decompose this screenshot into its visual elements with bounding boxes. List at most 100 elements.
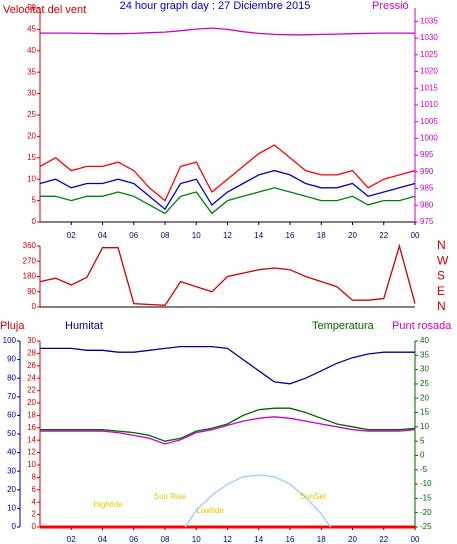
series-label: Pluja [0, 320, 25, 332]
y3-tick-label: 4 [32, 497, 37, 506]
y2-tick-label: -25 [420, 522, 432, 531]
y-tick-label: 20 [27, 132, 36, 141]
x-tick-label: 20 [348, 535, 357, 544]
y-tick-label: 10 [7, 504, 16, 513]
y2-tick-label: 35 [420, 350, 429, 359]
annotation: Hightide [93, 500, 123, 509]
y2-tick-label: 1030 [420, 33, 438, 42]
x-tick-label: 16 [286, 231, 295, 240]
x-tick-label: 12 [223, 535, 232, 544]
y2-tick-label: 995 [420, 150, 434, 159]
y2-tick-label: -10 [420, 479, 432, 488]
y3-tick-label: 2 [32, 510, 37, 519]
y-tick-label: 45 [27, 25, 36, 34]
x-tick-label: 22 [379, 231, 388, 240]
y2-tick-label: 1020 [420, 67, 438, 76]
x-tick-label: 22 [379, 535, 388, 544]
y-tick-label: 10 [27, 174, 36, 183]
y3-tick-label: 30 [27, 336, 36, 345]
y3-tick-label: 22 [27, 386, 36, 395]
x-tick-label: 16 [286, 535, 295, 544]
y3-tick-label: 24 [27, 373, 36, 382]
y2-tick-label: 975 [420, 217, 434, 226]
series-label: Punt rosada [392, 320, 452, 332]
y2-tick-label: 1025 [420, 50, 438, 59]
x-tick-label: 08 [161, 535, 170, 544]
series-line [40, 416, 416, 445]
y-tick-label: 100 [3, 336, 17, 345]
x-tick-label: 06 [129, 535, 138, 544]
x-tick-label: 18 [317, 231, 326, 240]
y3-tick-label: 16 [27, 423, 36, 432]
series-label: Velocitat del vent [3, 4, 86, 16]
y-tick-label: 70 [7, 392, 16, 401]
y-tick-label: 50 [27, 3, 36, 12]
y-tick-label: 360 [23, 241, 37, 250]
annotation: SunSet [300, 492, 327, 501]
series-line [40, 407, 416, 442]
y2-tick-label: -15 [420, 493, 432, 502]
series-label: Humitat [65, 320, 103, 332]
y-tick-label: 5 [32, 196, 37, 205]
y-tick-label: 0 [32, 302, 37, 311]
y3-tick-label: 6 [32, 485, 37, 494]
y2-tick-label: -5 [420, 465, 428, 474]
y2-tick-label: 0 [420, 451, 425, 460]
y-tick-label: 0 [12, 522, 17, 531]
y2-tick-label: 1015 [420, 83, 438, 92]
y2-tick-label: N [437, 238, 446, 252]
x-tick-label: 04 [98, 231, 107, 240]
annotation: Sun Rise [154, 492, 187, 501]
y2-tick-label: S [437, 269, 445, 283]
chart-title: 24 hour graph day : 27 Diciembre 2015 [120, 0, 311, 12]
y2-tick-label: 985 [420, 184, 434, 193]
y-tick-label: 60 [7, 411, 16, 420]
series-line [39, 243, 416, 306]
x-tick-label: 02 [67, 535, 76, 544]
y2-tick-label: 40 [420, 336, 429, 345]
y-tick-label: 30 [7, 466, 16, 475]
x-tick-label: 02 [67, 231, 76, 240]
y2-tick-label: 25 [420, 379, 429, 388]
y-tick-label: 30 [27, 89, 36, 98]
y2-tick-label: 15 [420, 408, 429, 417]
series-label: Pressió [372, 0, 409, 12]
y-tick-label: 20 [7, 485, 16, 494]
x-tick-label: 04 [98, 535, 107, 544]
y3-tick-label: 8 [32, 473, 37, 482]
x-tick-label: 14 [254, 535, 263, 544]
y2-tick-label: W [437, 253, 449, 267]
x-tick-label: 18 [317, 535, 326, 544]
y2-tick-label: 1035 [420, 16, 438, 25]
x-tick-label: 00 [411, 535, 420, 544]
series-line [184, 474, 332, 528]
series-line [40, 27, 415, 36]
y3-tick-label: 0 [32, 522, 37, 531]
y-tick-label: 0 [32, 217, 37, 226]
y2-tick-label: 1010 [420, 100, 438, 109]
y2-tick-label: 20 [420, 393, 429, 402]
y2-tick-label: E [437, 284, 445, 298]
y-tick-label: 25 [27, 110, 36, 119]
x-tick-label: 12 [223, 231, 232, 240]
y-tick-label: 180 [23, 272, 37, 281]
y3-tick-label: 26 [27, 361, 36, 370]
y2-tick-label: -20 [420, 508, 432, 517]
y2-tick-label: 30 [420, 365, 429, 374]
series-line [40, 345, 415, 385]
series-line [40, 187, 416, 215]
y2-tick-label: 1005 [420, 117, 438, 126]
y3-tick-label: 10 [27, 460, 36, 469]
y2-tick-label: N [437, 299, 446, 313]
y-tick-label: 50 [7, 429, 16, 438]
y-tick-label: 90 [27, 287, 36, 296]
series-label: Temperatura [312, 320, 375, 332]
y-tick-label: 270 [23, 256, 37, 265]
y2-tick-label: 10 [420, 422, 429, 431]
y-tick-label: 90 [7, 355, 16, 364]
y2-tick-label: 1000 [420, 134, 438, 143]
y3-tick-label: 20 [27, 398, 36, 407]
x-tick-label: 00 [411, 231, 420, 240]
y3-tick-label: 18 [27, 411, 36, 420]
